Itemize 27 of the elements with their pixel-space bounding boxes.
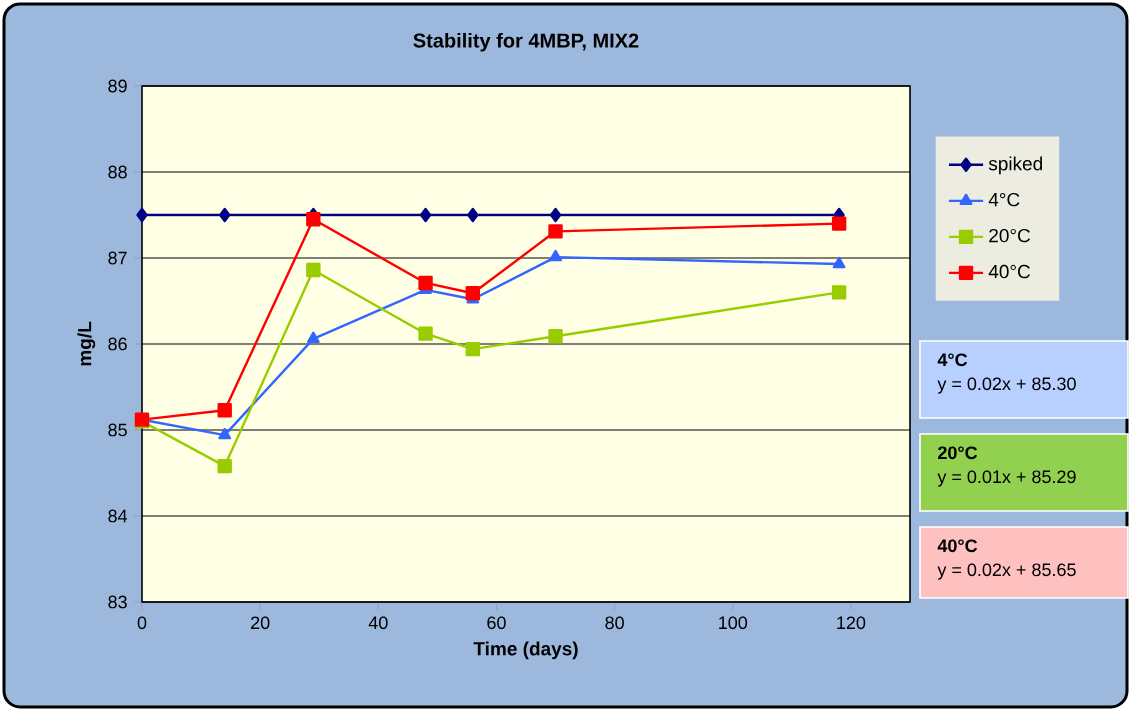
legend-label: spiked (988, 156, 1042, 175)
x-tick-label: 0 (137, 616, 147, 630)
x-axis-title: Time (days) (473, 641, 578, 660)
y-tick-label: 85 (108, 423, 127, 437)
y-tick-label: 89 (108, 79, 127, 93)
text: y = 0.02x + 85.30 (937, 377, 1076, 394)
y-tick-label: 83 (108, 595, 127, 609)
y-tick-label: 84 (108, 509, 128, 523)
y-axis-title: mg/L (77, 321, 96, 366)
text: 40°C (937, 539, 978, 553)
y-tick-label: 87 (108, 251, 127, 265)
legend-label: 4°C (988, 192, 1020, 207)
chart-title: Stability for 4MBP, MIX2 (413, 32, 639, 52)
text: 20°C (938, 446, 978, 460)
y-tick-label: 86 (108, 337, 127, 351)
x-tick-label: 60 (487, 616, 506, 630)
y-tick-label: 88 (108, 165, 127, 179)
legend-label: 20°C (989, 228, 1031, 243)
x-tick-label: 120 (837, 616, 866, 630)
text: y = 0.01x + 85.29 (937, 470, 1076, 487)
text: y = 0.02x + 85.65 (937, 563, 1076, 580)
x-tick-label: 20 (251, 616, 270, 630)
legend-label: 40°C (988, 264, 1031, 279)
x-tick-label: 40 (368, 616, 388, 630)
x-tick-label: 100 (719, 616, 748, 630)
x-tick-label: 80 (605, 616, 624, 630)
text: 4°C (937, 353, 968, 367)
